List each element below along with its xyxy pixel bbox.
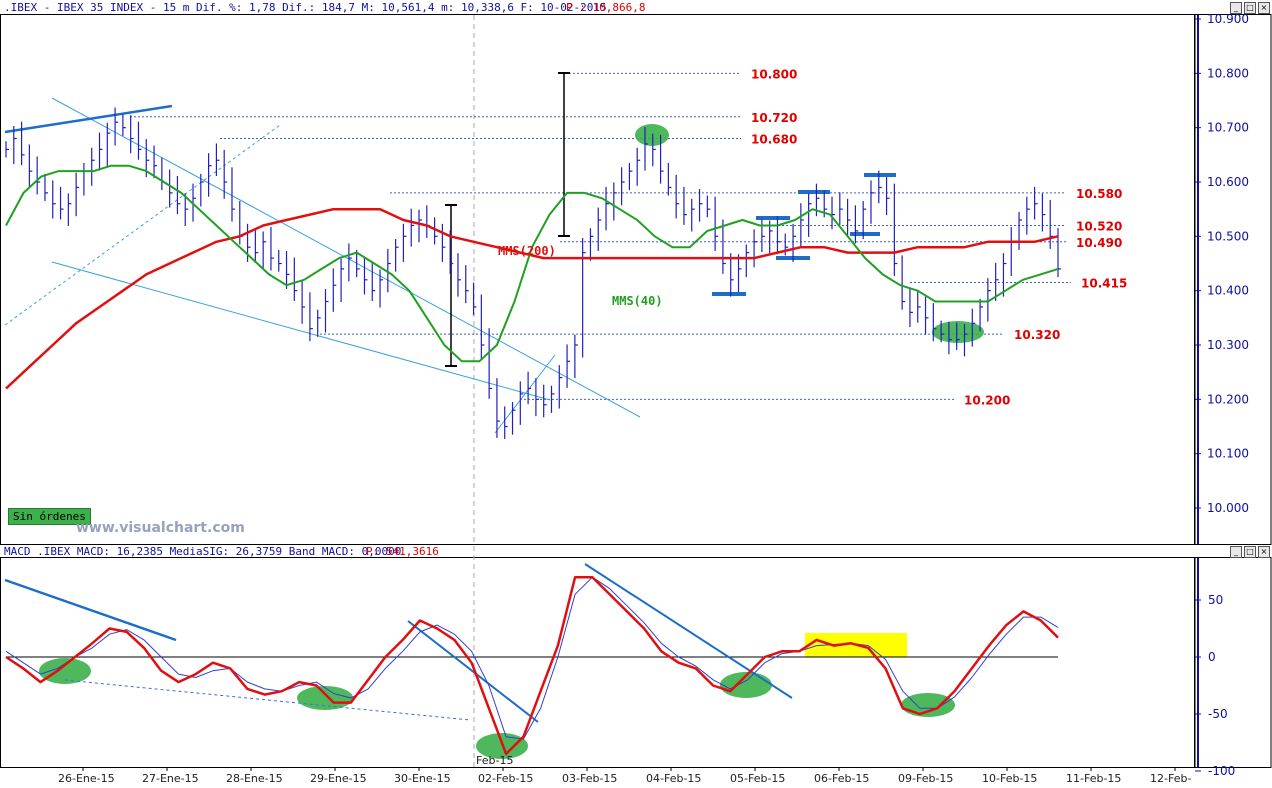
channel-upper-line: [51, 97, 641, 418]
mms200-line: [5, 207, 1059, 390]
macd-header-bar: [0, 545, 1272, 557]
session-marker-label: Feb-15: [476, 754, 513, 767]
macd-tick-label: 50: [1208, 593, 1223, 607]
macd-axis-ticks: 50 0 -50 -100: [1195, 558, 1235, 778]
date-tick-label: 02-Feb-15: [478, 772, 533, 785]
price-bars: [5, 107, 1061, 439]
level-label: 10.320: [1014, 328, 1060, 342]
support-resistance-levels: 10.800 10.720 10.680 10.580 10.520 10.490 10.4…: [130, 67, 1127, 407]
price-tick-label: 10.900: [1207, 12, 1249, 26]
bottom-highlight: [932, 321, 984, 343]
price-panel-frame: [0, 14, 1195, 545]
level-label: 10.800: [751, 67, 797, 81]
price-tick-label: 10.700: [1207, 121, 1249, 135]
level-label: 10.415: [1081, 277, 1127, 291]
orders-status-button[interactable]: Sin órdenes: [8, 508, 91, 525]
macd-lines: [4, 563, 1059, 759]
price-tick-label: 10.800: [1207, 66, 1249, 80]
macd-close-button[interactable]: ×: [1258, 546, 1270, 558]
price-tick-label: 10.300: [1207, 338, 1249, 352]
level-label: 10.720: [751, 111, 797, 125]
price-tick-label: 10.400: [1207, 284, 1249, 298]
macd-trendline: [584, 563, 793, 699]
price-tick-label: 10.600: [1207, 175, 1249, 189]
level-label: 10.520: [1076, 219, 1122, 233]
price-tick-label: 10.100: [1207, 447, 1249, 461]
mms40-line: [5, 164, 1059, 363]
annotation-marks: [445, 72, 984, 367]
macd-trendline: [4, 578, 177, 642]
level-label: 10.490: [1076, 236, 1122, 250]
price-close-button[interactable]: ×: [1258, 2, 1270, 14]
price-minimize-button[interactable]: _: [1230, 2, 1242, 14]
resistance-trendline: [4, 104, 173, 134]
macd-dashed-support: [64, 679, 471, 721]
price-tick-label: 10.200: [1207, 392, 1249, 406]
macd-tick-label: 0: [1208, 650, 1216, 664]
price-axis-area: [1194, 14, 1272, 545]
macd-line: [5, 575, 1059, 756]
date-tick-label: 10-Feb-15: [982, 772, 1037, 785]
channel-dashed-line: [4, 124, 281, 326]
macd-minimize-button[interactable]: _: [1230, 546, 1242, 558]
price-tick-label: 10.500: [1207, 229, 1249, 243]
date-tick-label: 27-Ene-15: [142, 772, 199, 785]
date-tick-label: 09-Feb-15: [898, 772, 953, 785]
date-tick-label: 28-Ene-15: [226, 772, 283, 785]
price-maximize-button[interactable]: □: [1244, 2, 1256, 14]
date-axis-ticks: 26-Ene-15 27-Ene-15 28-Ene-15 29-Ene-15 30-E…: [58, 767, 1191, 785]
date-tick-label: 30-Ene-15: [394, 772, 451, 785]
top-highlight: [635, 124, 669, 146]
price-header-bar: [0, 0, 1272, 14]
level-label: 10.580: [1076, 187, 1122, 201]
macd-axis-area: [1194, 557, 1272, 768]
level-label: 10.680: [751, 133, 797, 147]
date-tick-label: 26-Ene-15: [58, 772, 115, 785]
macd-header-last: P: 541,3616: [366, 545, 439, 558]
macd-highlight: [39, 658, 91, 684]
macd-header-text: MACD_.IBEX MACD: 16,2385 MediaSIG: 26,37…: [4, 545, 401, 558]
price-tick-label: 10.000: [1207, 501, 1249, 515]
date-tick-label: 05-Feb-15: [730, 772, 785, 785]
date-tick-label: 06-Feb-15: [814, 772, 869, 785]
price-axis-ticks: 10.900 10.800 10.700 10.600 10.500 10.400 10.3…: [1195, 12, 1249, 544]
date-tick-label: 03-Feb-15: [562, 772, 617, 785]
mms40-label: MMS(40): [612, 294, 663, 308]
date-tick-label: 04-Feb-15: [646, 772, 701, 785]
macd-tick-label: -50: [1208, 707, 1228, 721]
price-header-text: .IBEX - IBEX 35 INDEX - 15 m Dif. %: 1,7…: [4, 1, 607, 14]
macd-highlight: [297, 686, 353, 710]
date-tick-label: 12-Feb-: [1150, 772, 1191, 785]
macd-panel-frame: [0, 557, 1195, 768]
date-tick-label: 29-Ene-15: [310, 772, 367, 785]
macd-maximize-button[interactable]: □: [1244, 546, 1256, 558]
channel-lower-line: [51, 261, 551, 401]
macd-signal-line: [5, 576, 1059, 740]
date-tick-label: 11-Feb-15: [1066, 772, 1121, 785]
macd-highlight: [901, 693, 955, 717]
price-header-last: P : 10,866,8: [566, 1, 645, 14]
macd-highlight: [720, 672, 772, 698]
watermark-logo: www.visualchart.com: [76, 520, 245, 536]
level-label: 10.200: [964, 393, 1010, 407]
trend-channel: [4, 97, 641, 434]
macd-tick-label: -100: [1208, 764, 1235, 778]
macd-trendline: [407, 620, 539, 723]
moving-averages: [5, 164, 1059, 390]
mms200-label: MMS(200): [498, 244, 556, 258]
